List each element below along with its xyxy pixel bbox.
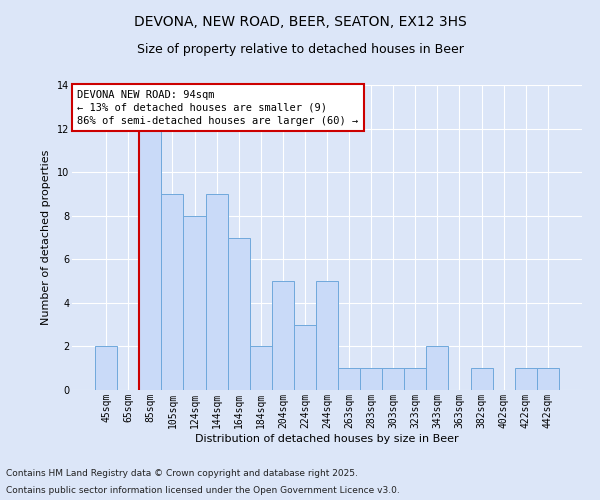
Bar <box>161 194 184 390</box>
Text: DEVONA, NEW ROAD, BEER, SEATON, EX12 3HS: DEVONA, NEW ROAD, BEER, SEATON, EX12 3HS <box>134 15 466 29</box>
Text: Contains HM Land Registry data © Crown copyright and database right 2025.: Contains HM Land Registry data © Crown c… <box>6 468 358 477</box>
Y-axis label: Number of detached properties: Number of detached properties <box>41 150 51 325</box>
Bar <box>206 194 227 390</box>
Text: DEVONA NEW ROAD: 94sqm
← 13% of detached houses are smaller (9)
86% of semi-deta: DEVONA NEW ROAD: 94sqm ← 13% of detached… <box>77 90 358 126</box>
Bar <box>427 346 448 390</box>
Bar <box>95 346 117 390</box>
Bar <box>139 128 161 390</box>
Text: Contains public sector information licensed under the Open Government Licence v3: Contains public sector information licen… <box>6 486 400 495</box>
Bar <box>360 368 382 390</box>
X-axis label: Distribution of detached houses by size in Beer: Distribution of detached houses by size … <box>195 434 459 444</box>
Text: Size of property relative to detached houses in Beer: Size of property relative to detached ho… <box>137 42 463 56</box>
Bar <box>294 324 316 390</box>
Bar <box>184 216 206 390</box>
Bar <box>338 368 360 390</box>
Bar <box>515 368 537 390</box>
Bar <box>382 368 404 390</box>
Bar <box>272 281 294 390</box>
Bar <box>250 346 272 390</box>
Bar <box>470 368 493 390</box>
Bar <box>316 281 338 390</box>
Bar <box>227 238 250 390</box>
Bar <box>404 368 427 390</box>
Bar <box>537 368 559 390</box>
